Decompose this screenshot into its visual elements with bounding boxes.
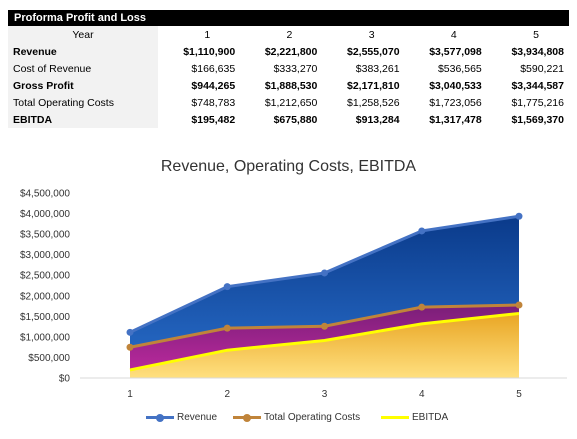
table-cell: $333,270 [273,62,318,75]
row-label: EBITDA [8,111,158,128]
table-cell: $195,482 [191,113,236,126]
row-label: Gross Profit [8,77,158,94]
table-row: Gross Profit $944,265 $1,888,530 $2,171,810… [8,77,569,94]
table-cell: $383,261 [355,62,400,75]
table-cell: $590,221 [520,62,564,75]
table-cell: $536,565 [437,62,482,75]
y-tick-label: $4,500,000 [20,189,70,200]
data-point-revenue [126,328,134,336]
y-tick-label: $0 [59,374,71,385]
table-cell: $1,888,530 [264,79,318,92]
area-ebitda [130,313,519,378]
table-cell: $1,212,650 [264,96,318,109]
table-cell: $1,775,216 [511,96,564,109]
year-header-3: 3 [368,28,375,41]
table-cell: $3,344,587 [511,79,564,92]
y-tick-label: $2,000,000 [20,291,70,302]
data-point-total-operating-costs [418,303,426,311]
data-point-total-operating-costs [223,324,231,332]
table-cell: $2,171,810 [347,79,400,92]
y-tick-label: $2,500,000 [20,271,70,282]
y-tick-label: $1,000,000 [20,332,70,343]
table-row: EBITDA $195,482 $675,880 $913,284 $1,317,478… [8,111,569,128]
table-cell: $3,040,533 [429,79,482,92]
table-title: Proforma Profit and Loss [8,10,569,26]
legend-item: Revenue [146,412,217,423]
table-cell: $1,317,478 [429,113,482,126]
series-line-ebitda [129,311,520,372]
legend-label: Revenue [177,412,218,423]
data-point-total-operating-costs [515,301,523,309]
y-tick-label: $500,000 [28,353,70,364]
y-tick-label: $1,500,000 [20,312,70,323]
pnl-table: Year 1 2 3 4 5 Revenue $1,110,900 $2,221,800 $2,5… [8,26,569,128]
year-header-2: 2 [286,28,293,41]
year-header-4: 4 [450,28,457,41]
table-row: Total Operating Costs $748,783 $1,212,650 $… [8,94,569,111]
row-label: Cost of Revenue [8,60,158,77]
year-header-5: 5 [533,28,539,41]
year-header-1: 1 [204,28,211,41]
data-point-total-operating-costs [321,322,328,330]
chart-title: Revenue, Operating Costs, EBITDA [160,158,417,175]
x-tick-label: 5 [516,389,522,400]
table-row: Cost of Revenue $166,635 $333,270 $383,261 $… [8,60,569,77]
pnl-table-container: Proforma Profit and Loss Year 1 2 3 4 5 Revenu… [8,10,569,128]
table-cell: $3,577,098 [429,45,482,58]
legend-swatch [381,416,409,419]
table-cell: $1,110,900 [183,45,236,58]
x-tick-label: 4 [419,389,425,400]
data-point-revenue [515,212,523,220]
legend-label: Total Operating Costs [264,412,361,423]
legend-swatch [146,413,174,422]
table-header-row: Year 1 2 3 4 5 [8,26,569,43]
table-cell: $3,934,808 [511,45,564,58]
legend-marker [243,413,251,422]
table-cell: $913,284 [355,113,400,126]
legend-label: EBITDA [412,412,449,423]
table-cell: $675,880 [273,113,318,126]
legend-swatch [233,413,261,422]
data-point-total-operating-costs [126,343,134,351]
table-cell: $944,265 [191,79,236,92]
data-point-revenue [321,269,328,277]
y-tick-label: $4,000,000 [20,209,70,220]
table-row: Revenue $1,110,900 $2,221,800 $2,555,070 $3,… [8,43,569,60]
data-point-revenue [418,227,426,235]
y-tick-label: $3,500,000 [20,230,70,241]
y-tick-label: $3,000,000 [20,250,70,261]
table-cell: $748,783 [191,96,236,109]
data-point-revenue [223,283,231,291]
row-label: Total Operating Costs [8,94,158,111]
legend-marker [156,413,164,422]
x-tick-label: 2 [224,389,230,400]
year-header-label: Year [8,26,158,43]
table-cell: $1,569,370 [511,113,564,126]
x-tick-label: 1 [127,389,133,400]
row-label: Revenue [8,43,158,60]
x-tick-label: 3 [322,389,328,400]
legend-item: EBITDA [381,412,448,423]
table-cell: $166,635 [191,62,236,75]
table-cell: $2,221,800 [264,45,318,58]
table-cell: $2,555,070 [347,45,400,58]
table-cell: $1,258,526 [347,96,400,109]
legend-item: Total Operating Costs [233,412,360,423]
table-cell: $1,723,056 [429,96,482,109]
